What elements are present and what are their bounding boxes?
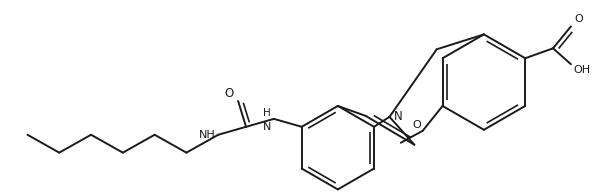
- Text: O: O: [412, 120, 421, 130]
- Text: H: H: [263, 108, 271, 118]
- Text: N: N: [394, 110, 402, 123]
- Text: NH: NH: [198, 130, 215, 140]
- Text: O: O: [574, 15, 583, 24]
- Text: OH: OH: [573, 65, 590, 75]
- Text: N: N: [262, 122, 271, 132]
- Text: O: O: [224, 87, 233, 100]
